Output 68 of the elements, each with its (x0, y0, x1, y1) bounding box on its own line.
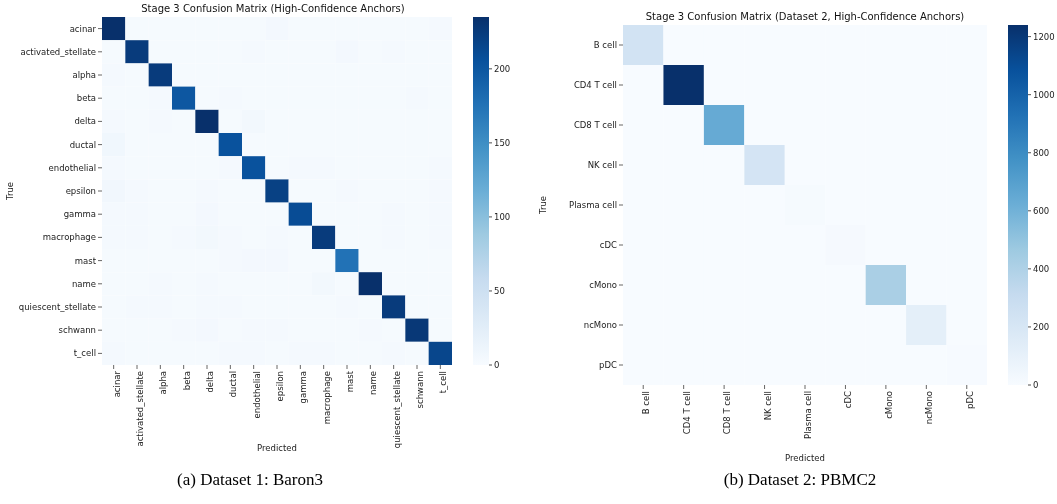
x-tick-label: CD8 T cell (722, 391, 733, 435)
chart-title: Stage 3 Confusion Matrix (High-Confidence Anchors) (140, 3, 406, 14)
x-tick-label: delta (205, 371, 216, 393)
y-tick-label: Plasma cell (569, 200, 617, 211)
x-tick-label: epsilon (275, 371, 286, 402)
y-tick-label: macrophage (42, 232, 96, 243)
x-tick-label: CD4 T cell (681, 391, 692, 435)
y-tick-label: acinar (69, 23, 97, 34)
color-bar-label: 200 (494, 63, 511, 74)
x-tick-label: cMono (883, 391, 894, 419)
y-tick-label: B cell (593, 40, 617, 51)
color-bar-label: 1200 (1033, 31, 1055, 42)
text: (b) Dataset 2: PBMC2 (722, 470, 878, 490)
y-tick-label: NK cell (587, 160, 617, 171)
y-tick-label: gamma (63, 209, 96, 220)
y-tick-label: mast (74, 255, 97, 266)
x-tick-label: activated_stellate (135, 371, 146, 447)
x-tick-label: B cell (641, 391, 652, 415)
color-bar-label: 150 (494, 137, 511, 148)
x-tick-label: name (368, 371, 379, 396)
y-tick-label: quiescent_stellate (18, 302, 96, 313)
x-tick-label: mast (345, 370, 356, 393)
color-bar-label: 0 (494, 360, 500, 370)
color-bar-label: 50 (494, 285, 505, 296)
x-tick-label: endothelial (251, 371, 262, 419)
x-tick-label: schwann (415, 371, 426, 409)
y-tick-label: schwann (58, 325, 96, 336)
x-tick-label: quiescent_stellate (391, 371, 402, 449)
color-bar-label: 1000 (1033, 89, 1055, 100)
y-tick-label: t_cell (73, 348, 96, 359)
y-tick-label: activated_stellate (20, 46, 96, 57)
x-tick-label: Plasma cell (803, 391, 814, 439)
x-tick-label: t_cell (438, 371, 449, 394)
x-tick-label: beta (181, 371, 192, 391)
y-tick-label: beta (76, 93, 96, 104)
x-tick-label: acinar (111, 370, 122, 398)
text: (a) Dataset 1: Baron3 (176, 470, 324, 490)
y-tick-label: name (71, 278, 96, 289)
x-tick-label: NK cell (762, 391, 773, 421)
x-tick-label: alpha (158, 371, 169, 395)
y-tick-label: cMono (589, 280, 617, 291)
x-tick-label: macrophage (321, 371, 332, 425)
color-bar-label: 0 (1033, 380, 1039, 390)
color-bar-label: 100 (494, 211, 511, 222)
x-tick-label: ncMono (924, 391, 935, 425)
y-tick-label: epsilon (65, 186, 96, 197)
y-tick-label: delta (74, 116, 96, 127)
y-tick-label: alpha (72, 70, 96, 81)
y-tick-label: pDC (599, 360, 618, 371)
x-tick-label: cDC (843, 390, 854, 409)
x-tick-label: ductal (228, 371, 239, 398)
y-axis-title: True (5, 181, 16, 202)
y-axis-title: True (538, 195, 549, 216)
y-tick-label: ncMono (583, 320, 617, 331)
y-tick-label: ductal (69, 139, 96, 150)
chart-title: Stage 3 Confusion Matrix (Dataset 2, High-Confidence Anchors) (644, 11, 966, 22)
x-tick-label: gamma (298, 371, 309, 404)
y-tick-label: endothelial (48, 162, 96, 173)
x-tick-label: pDC (964, 390, 975, 409)
x-axis-title: Predicted (785, 453, 825, 463)
x-axis-title: Predicted (257, 443, 297, 453)
color-bar-label: 200 (1033, 321, 1050, 332)
y-tick-label: CD8 T cell (573, 120, 617, 131)
y-tick-label: CD4 T cell (573, 80, 617, 91)
color-bar-label: 600 (1033, 205, 1050, 216)
color-bar-label: 800 (1033, 147, 1050, 158)
y-tick-label: cDC (599, 240, 618, 251)
color-bar-label: 400 (1033, 263, 1050, 274)
